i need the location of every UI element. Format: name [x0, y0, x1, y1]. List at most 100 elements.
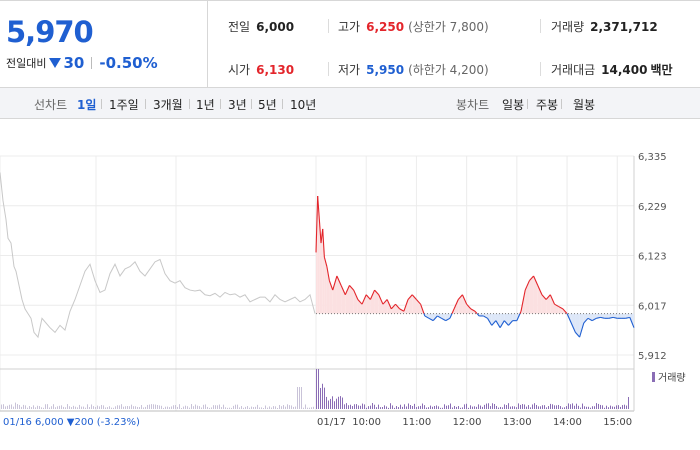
price-lines: [0, 172, 635, 339]
down-line-segment: [441, 317, 446, 322]
prev-volume-bar: [293, 406, 294, 409]
volume-bar: [624, 404, 625, 409]
volume-bar: [628, 397, 629, 409]
up-line-segment: [524, 280, 530, 291]
prev-volume-bar: [185, 405, 186, 409]
prev-volume-bar: [289, 405, 290, 409]
prev-day-info: 01/16 6,000 ▼200 (-3.23%): [3, 417, 140, 428]
volume-bar: [514, 406, 515, 409]
tab-1-year[interactable]: 1년: [196, 98, 215, 112]
current-price: 5,970: [6, 15, 94, 49]
tab-1-day[interactable]: 1일: [77, 98, 97, 112]
up-line-segment: [528, 275, 534, 282]
price-area-fill: [621, 313, 626, 319]
prev-volume-bar: [71, 407, 72, 409]
prev-volume-bar: [127, 406, 128, 409]
up-line-segment: [344, 285, 350, 296]
price-area-fill: [462, 294, 467, 314]
prev-volume-bar: [29, 406, 30, 409]
prev-volume-bar: [299, 387, 300, 409]
prev-volume-bar: [207, 406, 208, 409]
volume-bar: [530, 407, 531, 409]
prev-volume-bar: [9, 404, 10, 409]
volume-bar: [584, 406, 585, 409]
volume-bar: [356, 404, 357, 409]
prev-volume-bar: [227, 407, 228, 409]
price-area-fill: [571, 313, 576, 333]
tab-weekly-candle[interactable]: 주봉: [536, 98, 559, 112]
volume-bar: [408, 403, 409, 409]
prev-volume-bar: [5, 406, 6, 409]
prev-volume-bar: [213, 405, 214, 409]
volume-bar: [378, 404, 379, 409]
volume-bar: [618, 405, 619, 409]
up-line-segment: [470, 308, 476, 312]
up-line-segment: [315, 195, 319, 253]
prev-volume-bar: [187, 406, 188, 409]
tab-monthly-candle[interactable]: 월봉: [573, 98, 596, 112]
prev-volume-bar: [51, 406, 52, 409]
tab-3-months[interactable]: 3개월: [153, 98, 183, 112]
prev-volume-bar: [123, 406, 124, 409]
up-line-segment: [365, 294, 371, 300]
volume-bar: [358, 405, 359, 409]
volume-bar: [374, 404, 375, 409]
prev-volume-bar: [19, 404, 20, 409]
tab-divider: [251, 99, 252, 109]
tab-10-years[interactable]: 10년: [290, 98, 317, 112]
prev-volume-bar: [17, 404, 18, 409]
volume-bar: [432, 406, 433, 409]
x-tick-label: 13:00: [503, 417, 532, 428]
divider: [328, 19, 329, 33]
prev-volume-bar: [223, 404, 224, 409]
tab-5-years[interactable]: 5년: [258, 98, 277, 112]
prev-volume-bar: [255, 406, 256, 409]
down-line-segment: [428, 317, 434, 322]
volume-bar: [616, 405, 617, 409]
prev-volume-bar: [203, 404, 204, 409]
x-tick-label: 11:00: [402, 417, 431, 428]
tab-1-week[interactable]: 1주일: [109, 98, 139, 112]
tab-divider: [527, 99, 528, 109]
volume-bar: [406, 406, 407, 409]
candle-chart-label: 봉차트: [456, 98, 490, 112]
volume-bar: [490, 406, 491, 409]
prev-volume-bar: [179, 404, 180, 409]
volume-bar: [562, 407, 563, 409]
prev-volume-bar: [291, 405, 292, 409]
prev-volume-bar: [115, 406, 116, 409]
y-tick-label: 6,123: [638, 252, 667, 263]
prev-volume-bar: [105, 407, 106, 409]
prev-volume-bar: [25, 405, 26, 409]
volume-bar: [626, 405, 627, 409]
tab-3-years[interactable]: 3년: [228, 98, 247, 112]
prev-volume-bar: [73, 405, 74, 409]
price-area-fill: [374, 290, 379, 314]
prev-volume-bar: [69, 406, 70, 409]
volume-bar: [564, 407, 565, 409]
volume-bar: [610, 405, 611, 409]
change-divider: [91, 57, 93, 69]
prev-volume-bar: [157, 405, 158, 409]
chart-grid: [0, 155, 635, 412]
tab-daily-candle[interactable]: 일봉: [502, 98, 525, 112]
volume-bar: [572, 403, 573, 409]
up-line-segment: [411, 294, 417, 300]
volume-bar: [338, 396, 339, 409]
down-line-segment: [499, 320, 505, 328]
price-area-fill: [558, 306, 563, 314]
prev-volume-bar: [219, 404, 220, 409]
up-line-segment: [328, 280, 334, 291]
prev-volume-bar: [83, 406, 84, 409]
prev-volume-bar: [301, 387, 302, 409]
price-area-fill: [353, 290, 358, 314]
prev-volume-bar: [313, 406, 314, 409]
up-line-segment: [399, 308, 405, 312]
volume-bar: [470, 405, 471, 409]
volume-bar: [396, 406, 397, 409]
x-tick-label: 15:00: [603, 417, 632, 428]
down-line-segment: [424, 315, 430, 319]
volume-bar: [428, 407, 429, 409]
low-value: 5,950: [366, 62, 405, 77]
change-label: 전일대비: [6, 57, 47, 70]
